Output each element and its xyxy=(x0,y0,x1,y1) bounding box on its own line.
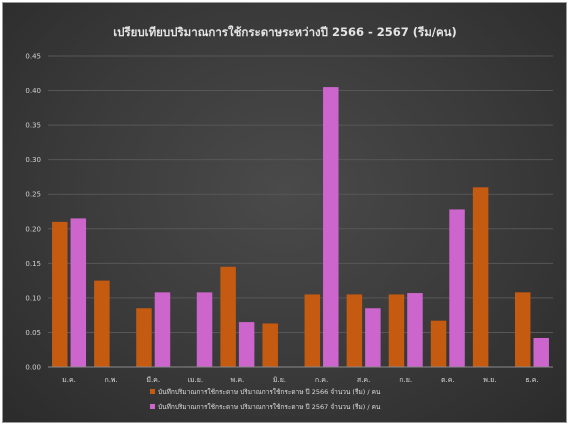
legend-swatch-2566 xyxy=(150,389,155,394)
y-tick-label: 0.45 xyxy=(25,53,41,61)
x-category-label: ม.ค. xyxy=(62,376,76,384)
bar-2567 xyxy=(196,292,213,367)
x-category-label: พ.ย. xyxy=(483,376,496,384)
legend-label-2566: บันทึกปริมาณการใช้กระดาษ ปริมาณการใช้กระ… xyxy=(158,388,381,396)
x-category-label: ต.ค. xyxy=(441,376,455,384)
x-category-label: ธ.ค. xyxy=(525,376,538,384)
x-category-label: ก.ย. xyxy=(399,376,412,384)
y-tick-label: 0.15 xyxy=(25,260,41,268)
legend-label-2567: บันทึกปริมาณการใช้กระดาษ ปริมาณการใช้กระ… xyxy=(158,403,381,411)
bar-2566 xyxy=(304,294,321,367)
y-tick-label: 0.40 xyxy=(25,87,41,95)
x-category-label: พ.ค. xyxy=(231,376,245,384)
x-category-label: เม.ย. xyxy=(188,376,204,384)
bar-2566 xyxy=(136,308,152,367)
x-category-label: มิ.ย. xyxy=(273,376,286,384)
x-category-label: ก.ค. xyxy=(315,376,328,384)
y-tick-label: 0.20 xyxy=(25,225,41,233)
y-tick-label: 0.05 xyxy=(25,329,41,337)
bar-2566 xyxy=(514,292,531,367)
y-tick-label: 0.35 xyxy=(25,122,41,130)
bar-2566 xyxy=(94,280,110,367)
bar-2567 xyxy=(323,87,339,367)
bar-2566 xyxy=(262,323,278,367)
bar-2566 xyxy=(52,221,68,367)
y-axis-ticks: 0.00 0.05 0.10 0.15 0.20 0.25 0.30 0.35 0.40 0.45 xyxy=(25,53,41,372)
x-category-label: มี.ค. xyxy=(146,376,160,384)
x-category-label: ก.พ. xyxy=(104,376,117,384)
bar-2567 xyxy=(238,322,255,367)
y-tick-label: 0.00 xyxy=(25,364,41,372)
bar-2567 xyxy=(154,292,171,367)
bar-2567 xyxy=(70,218,87,367)
bar-2566 xyxy=(346,294,363,367)
bar-2567 xyxy=(449,209,465,367)
y-tick-label: 0.30 xyxy=(25,156,41,164)
bar-2566 xyxy=(472,187,489,367)
legend: บันทึกปริมาณการใช้กระดาษ ปริมาณการใช้กระ… xyxy=(150,388,381,411)
y-tick-label: 0.25 xyxy=(25,191,41,199)
x-axis-categories: ม.ค. ก.พ. มี.ค. เม.ย. พ.ค. มิ.ย. ก.ค. ส.ค. ก.ย. ต… xyxy=(62,376,538,384)
bar-2566 xyxy=(430,320,447,367)
x-category-label: ส.ค. xyxy=(357,376,370,384)
chart-title: เปรียบเทียบปริมาณการใช้กระดาษระหว่างปี 2… xyxy=(113,25,457,39)
gridlines xyxy=(48,55,553,333)
bar-2566 xyxy=(220,266,236,367)
bar-2567 xyxy=(533,337,549,367)
bar-2567 xyxy=(407,293,423,367)
legend-swatch-2567 xyxy=(150,404,155,409)
bar-2566 xyxy=(388,294,405,367)
bar-chart: เปรียบเทียบปริมาณการใช้กระดาษระหว่างปี 2… xyxy=(25,25,553,411)
y-tick-label: 0.10 xyxy=(25,294,41,302)
bars xyxy=(52,87,549,367)
bar-2567 xyxy=(365,308,381,367)
